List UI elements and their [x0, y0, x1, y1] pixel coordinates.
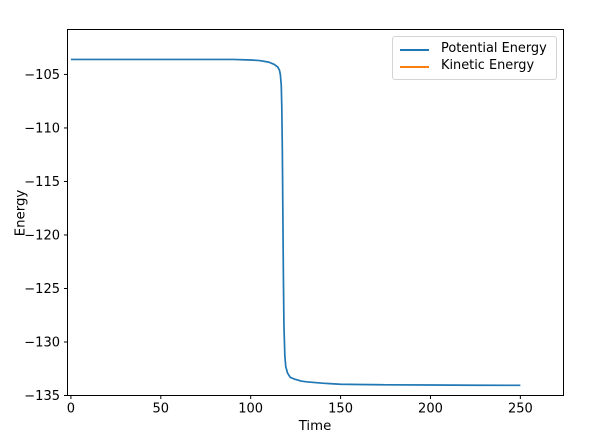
x-tick-label: 250	[508, 402, 533, 417]
potential-energy-line	[70, 58, 521, 387]
legend-entry-potential-energy: Potential Energy	[400, 41, 548, 57]
x-tick-label: 200	[418, 402, 443, 417]
legend-box: Potential Energy Kinetic Energy	[392, 36, 557, 80]
x-tick-label: 0	[67, 402, 75, 417]
y-tick-label: −110	[24, 122, 60, 137]
axes-spines	[67, 29, 564, 396]
y-tick-label: −135	[24, 389, 60, 404]
y-tick-label: −125	[24, 282, 60, 297]
y-tick-label: −120	[24, 229, 60, 244]
kinetic-energy-line-icon	[400, 65, 429, 68]
potential-energy-line-icon	[400, 48, 429, 51]
x-tick-label: 150	[328, 402, 353, 417]
y-tick-label: −130	[24, 336, 60, 351]
legend-label-potential-energy: Potential Energy	[441, 41, 547, 57]
y-axis-label: Energy	[13, 189, 29, 237]
x-tick-label: 50	[153, 402, 170, 417]
legend-label-kinetic-energy: Kinetic Energy	[441, 58, 535, 74]
x-tick-label: 100	[238, 402, 263, 417]
y-tick-label: −115	[24, 175, 60, 190]
x-axis-label: Time	[298, 419, 332, 434]
y-tick-label: −105	[24, 68, 60, 83]
legend-entry-kinetic-energy: Kinetic Energy	[400, 58, 548, 74]
